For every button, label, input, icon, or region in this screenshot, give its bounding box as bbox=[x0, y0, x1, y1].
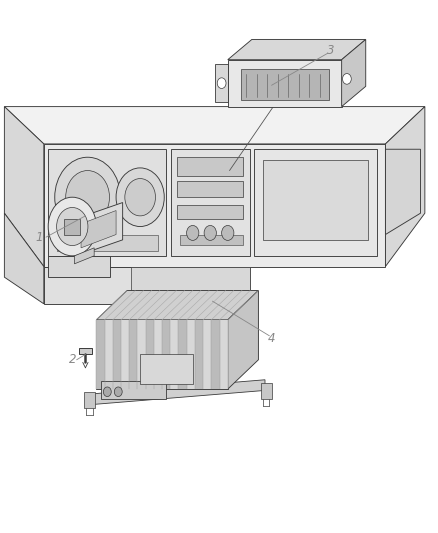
Circle shape bbox=[55, 157, 120, 237]
Polygon shape bbox=[96, 320, 105, 389]
Polygon shape bbox=[84, 392, 95, 408]
Polygon shape bbox=[138, 320, 145, 389]
Polygon shape bbox=[385, 107, 425, 266]
Polygon shape bbox=[180, 235, 243, 245]
Polygon shape bbox=[105, 320, 113, 389]
Polygon shape bbox=[113, 320, 121, 389]
Polygon shape bbox=[162, 320, 170, 389]
Polygon shape bbox=[154, 320, 162, 389]
Polygon shape bbox=[74, 248, 94, 264]
Polygon shape bbox=[96, 320, 228, 389]
Polygon shape bbox=[171, 149, 250, 256]
Polygon shape bbox=[211, 320, 219, 389]
Polygon shape bbox=[64, 219, 80, 235]
Polygon shape bbox=[178, 320, 187, 389]
Polygon shape bbox=[228, 290, 258, 389]
Circle shape bbox=[343, 74, 351, 84]
Polygon shape bbox=[261, 383, 272, 399]
Polygon shape bbox=[4, 107, 425, 144]
Circle shape bbox=[217, 78, 226, 88]
Polygon shape bbox=[44, 144, 385, 266]
Polygon shape bbox=[77, 203, 123, 256]
Polygon shape bbox=[85, 379, 265, 405]
Circle shape bbox=[48, 197, 96, 256]
Polygon shape bbox=[57, 235, 158, 251]
Polygon shape bbox=[96, 290, 258, 320]
Circle shape bbox=[222, 225, 234, 240]
Polygon shape bbox=[177, 205, 243, 219]
Polygon shape bbox=[79, 348, 92, 354]
Polygon shape bbox=[203, 320, 211, 389]
Polygon shape bbox=[241, 69, 328, 100]
Polygon shape bbox=[177, 157, 243, 176]
Circle shape bbox=[125, 179, 155, 216]
Polygon shape bbox=[4, 107, 44, 266]
Polygon shape bbox=[187, 320, 195, 389]
Polygon shape bbox=[177, 181, 243, 197]
Circle shape bbox=[114, 387, 122, 397]
Polygon shape bbox=[121, 320, 129, 389]
Text: 4: 4 bbox=[268, 332, 276, 345]
Text: 2: 2 bbox=[68, 353, 76, 366]
Polygon shape bbox=[195, 320, 203, 389]
Polygon shape bbox=[219, 320, 228, 389]
Circle shape bbox=[187, 225, 199, 240]
Circle shape bbox=[116, 168, 164, 227]
Polygon shape bbox=[254, 149, 377, 256]
Circle shape bbox=[57, 207, 88, 246]
Polygon shape bbox=[228, 39, 366, 60]
Polygon shape bbox=[342, 39, 366, 107]
Polygon shape bbox=[129, 320, 138, 389]
Polygon shape bbox=[342, 58, 353, 102]
Polygon shape bbox=[48, 149, 166, 256]
Polygon shape bbox=[48, 256, 110, 277]
Polygon shape bbox=[140, 354, 193, 384]
Polygon shape bbox=[145, 320, 154, 389]
Polygon shape bbox=[228, 60, 342, 107]
Polygon shape bbox=[215, 64, 228, 102]
Polygon shape bbox=[263, 160, 368, 240]
Polygon shape bbox=[385, 149, 420, 235]
Polygon shape bbox=[131, 266, 250, 304]
Circle shape bbox=[66, 171, 110, 224]
Polygon shape bbox=[170, 320, 178, 389]
Polygon shape bbox=[4, 213, 44, 304]
Circle shape bbox=[204, 225, 216, 240]
Text: 1: 1 bbox=[35, 231, 43, 244]
Circle shape bbox=[103, 387, 111, 397]
Polygon shape bbox=[101, 381, 166, 399]
Polygon shape bbox=[81, 211, 116, 248]
Text: 3: 3 bbox=[327, 44, 335, 56]
Polygon shape bbox=[44, 266, 250, 304]
